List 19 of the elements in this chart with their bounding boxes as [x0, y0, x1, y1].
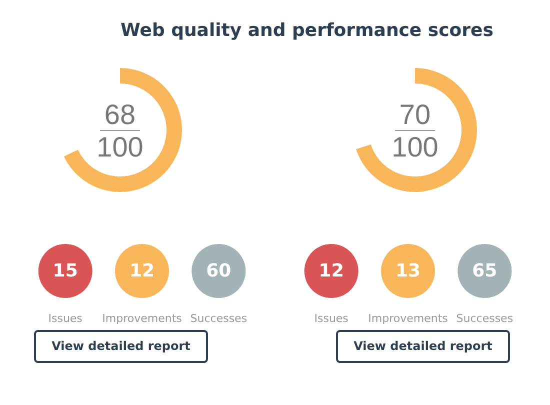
- data-label: 65: [472, 260, 498, 282]
- category-label: Successes: [456, 312, 514, 325]
- data-label: 12: [129, 260, 155, 282]
- data-label: 15: [52, 260, 78, 282]
- category-label: Issues: [48, 312, 83, 325]
- data-label: 12: [318, 260, 344, 282]
- category-label: Improvements: [102, 312, 182, 325]
- data-label: 60: [206, 260, 232, 282]
- data-label: 13: [395, 260, 421, 282]
- category-label: Issues: [314, 312, 349, 325]
- report-button[interactable]: View detailed report: [34, 330, 208, 363]
- category-label: Successes: [190, 312, 248, 325]
- data-label: 70: [399, 99, 431, 130]
- text: 100: [96, 132, 144, 163]
- report-button[interactable]: View detailed report: [336, 330, 510, 363]
- category-label: Improvements: [368, 312, 448, 325]
- data-label: 68: [104, 99, 136, 130]
- text: 100: [392, 132, 438, 163]
- text: Web quality and performance scores: [120, 20, 494, 41]
